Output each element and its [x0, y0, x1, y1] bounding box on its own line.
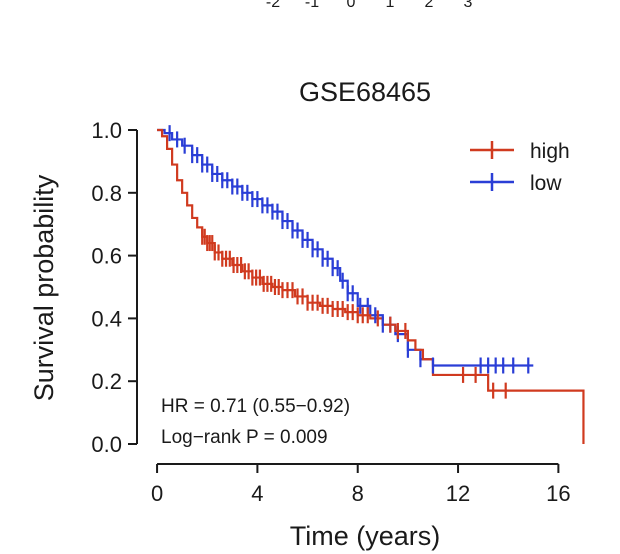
x-tick-label: 12 [446, 481, 470, 506]
x-axis-label: Time (years) [290, 521, 441, 551]
legend-label-low: low [530, 172, 562, 195]
x-tick-label: 16 [546, 481, 570, 506]
x-tick-label: 8 [352, 481, 364, 506]
km-curve-low [157, 128, 534, 367]
censor-layer [168, 125, 530, 399]
top-strip-tick-label: 3 [464, 0, 473, 11]
logrank-annotation: Log−rank P = 0.009 [161, 427, 328, 448]
y-tick-label: 0.8 [91, 181, 122, 206]
y-tick-label: 0.2 [91, 369, 122, 394]
legend-label-high: high [530, 140, 570, 163]
y-tick-label: 0.0 [91, 432, 122, 457]
x-tick-label: 0 [151, 481, 163, 506]
x-tick-label: 4 [251, 481, 263, 506]
y-tick-label: 1.0 [91, 118, 122, 143]
hr-annotation: HR = 0.71 (0.55−0.92) [161, 396, 350, 417]
top-strip-tick-label: -2 [266, 0, 280, 11]
top-strip-tick-label: 0 [347, 0, 356, 11]
top-strip-tick-label: 1 [386, 0, 395, 11]
top-strip-tick-label: 2 [425, 0, 434, 11]
legend-item-high: high [470, 140, 570, 163]
legend-item-low: low [470, 172, 562, 195]
y-tick-label: 0.4 [91, 306, 122, 331]
axes: 0.0 0.2 0.4 0.6 0.8 1.0 0 4 8 12 16 [91, 118, 570, 506]
y-axis-label: Survival probability [29, 174, 59, 401]
legend: high low [470, 140, 570, 195]
top-strip-axis: -2 -1 0 1 2 3 [266, 0, 473, 11]
chart-title: GSE68465 [299, 77, 431, 107]
y-tick-label: 0.6 [91, 244, 122, 269]
top-strip-tick-label: -1 [305, 0, 319, 11]
